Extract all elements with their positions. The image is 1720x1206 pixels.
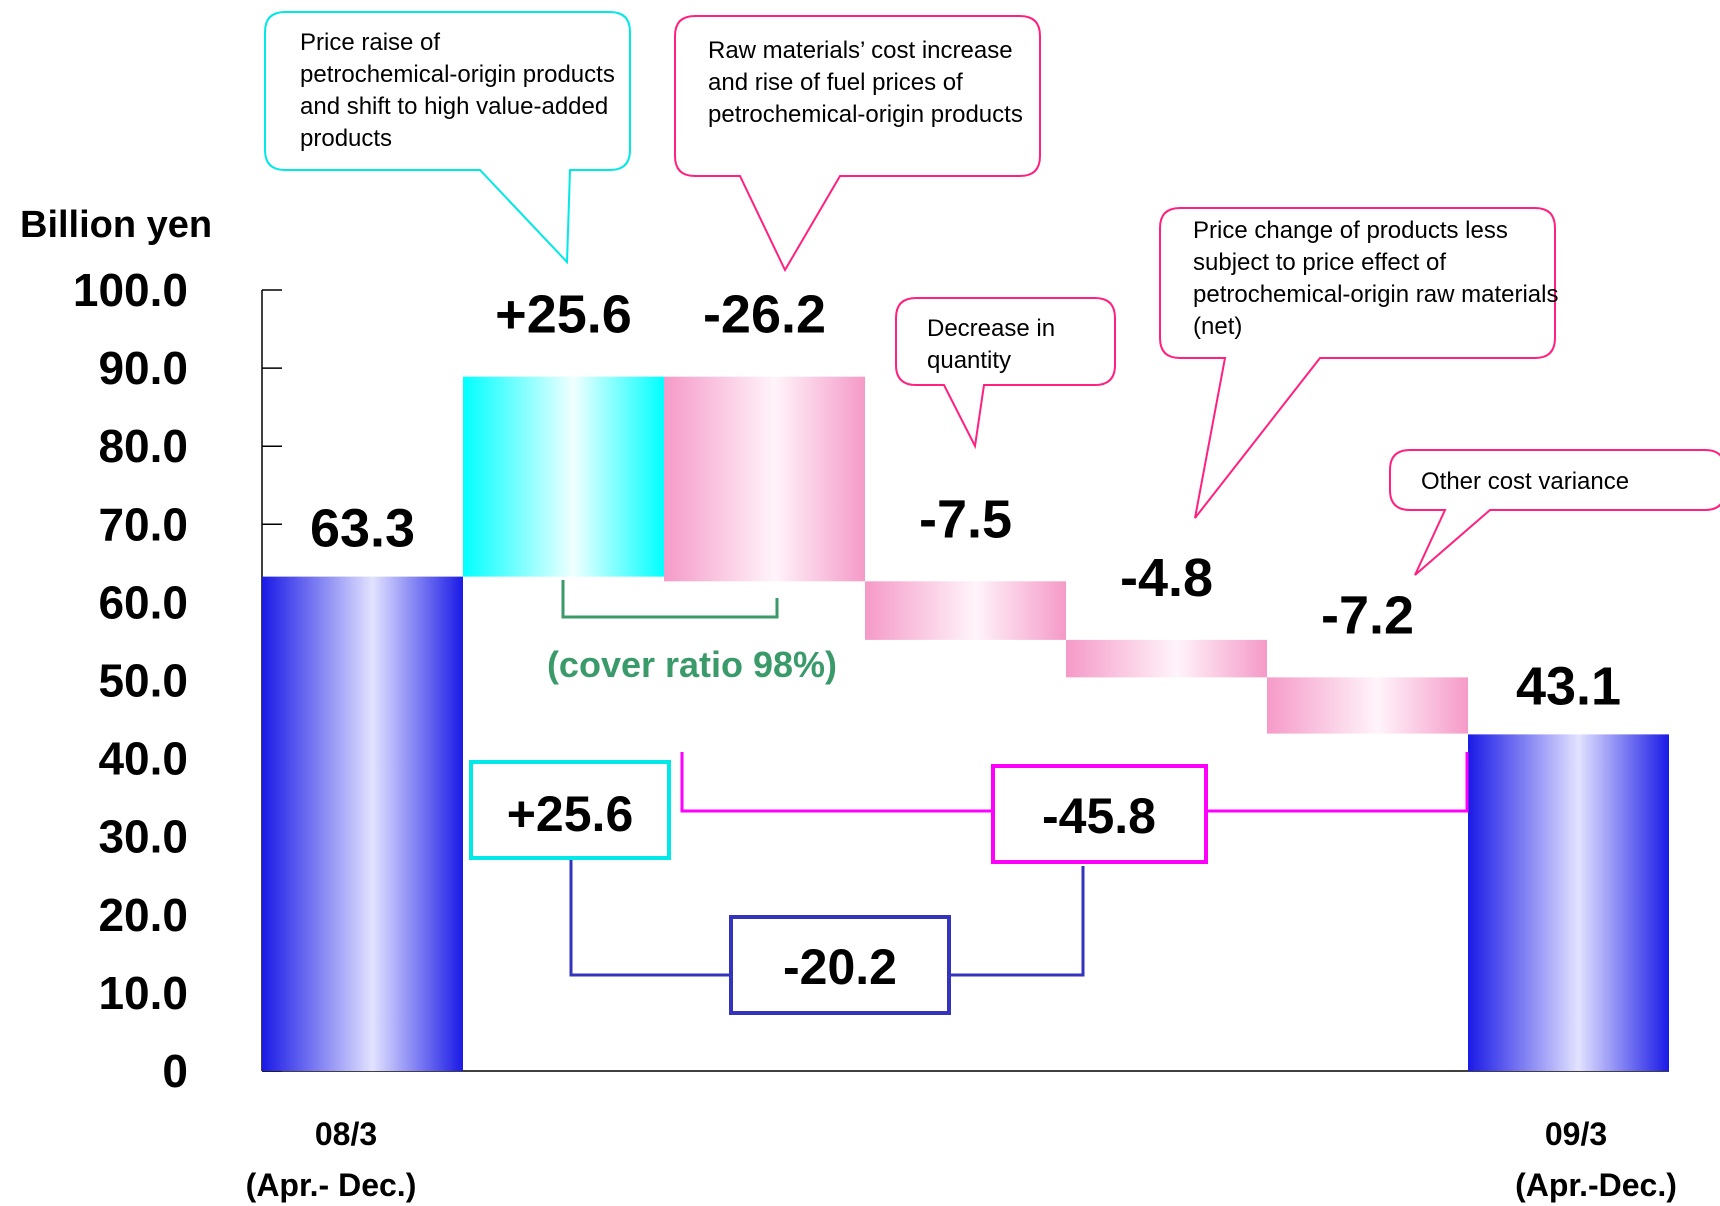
callout-raw-materials: [674, 15, 1041, 273]
callout-text-line: products: [300, 125, 392, 152]
cover-ratio-label: (cover ratio 98%): [547, 644, 837, 685]
callout-text-line: subject to price effect of: [1193, 249, 1446, 276]
callout-text-line: petrochemical-origin products: [300, 61, 615, 88]
y-tick-label: 30.0: [98, 811, 188, 863]
bar-value-label: 63.3: [310, 499, 415, 559]
net-change-value: -20.2: [783, 939, 897, 995]
bar-value-label: -7.5: [919, 489, 1012, 549]
callout-decrease-quantity: [895, 297, 1116, 450]
bar-value-label: -4.8: [1120, 548, 1213, 608]
callout-text-line: Decrease in: [927, 315, 1055, 342]
category-sublabel-start: (Apr.- Dec.): [246, 1167, 417, 1203]
category-sublabel-end: (Apr.-Dec.): [1515, 1167, 1677, 1203]
bar-0: [262, 576, 463, 1071]
net-change-bracket: [569, 860, 1085, 977]
y-tick-label: 50.0: [98, 655, 188, 707]
callout-price-change: [1159, 207, 1556, 519]
bar-value-label: 43.1: [1516, 656, 1621, 716]
y-tick-label: 40.0: [98, 733, 188, 785]
bar-value-label: +25.6: [495, 285, 632, 345]
callout-text-line: petrochemical-origin products: [708, 101, 1023, 128]
bar-4: [1066, 639, 1267, 678]
bar-value-label: -26.2: [703, 285, 826, 345]
category-label-end: 09/3: [1545, 1116, 1607, 1152]
positive-total-value: +25.6: [507, 786, 634, 842]
y-tick-label: 10.0: [98, 967, 188, 1019]
y-tick-label: 0: [162, 1045, 188, 1097]
callout-text-line: Other cost variance: [1421, 468, 1629, 495]
negative-total-value: -45.8: [1042, 788, 1156, 844]
callout-text-line: and shift to high value-added: [300, 93, 608, 120]
bars: [262, 376, 1669, 1071]
y-tick-label: 70.0: [98, 498, 188, 550]
y-tick-label: 60.0: [98, 576, 188, 628]
positive-total-box: [469, 760, 671, 860]
callout-text-line: and rise of fuel prices of: [708, 69, 963, 96]
bar-value-labels: 63.3 +25.6 -26.2 -7.5 -4.8 -7.2 43.1: [310, 285, 1621, 717]
callout-price-raise: [264, 11, 631, 265]
cover-ratio-bracket: [561, 580, 779, 619]
y-tick-labels: 100.0 90.0 80.0 70.0 60.0 50.0 40.0 30.0 20.0 10.…: [73, 264, 188, 1097]
callout-other-cost: [1389, 449, 1720, 576]
bar-value-label: -7.2: [1321, 585, 1414, 645]
negative-total-box: [991, 764, 1208, 864]
callout-text-line: Price change of products less: [1193, 217, 1508, 244]
y-tick-label: 100.0: [73, 264, 188, 316]
callout-text-line: (net): [1193, 313, 1242, 340]
y-tick-label: 20.0: [98, 889, 188, 941]
y-tick-label: 90.0: [98, 342, 188, 394]
callout-text-line: Raw materials’ cost increase: [708, 37, 1013, 64]
y-axis-label: Billion yen: [20, 204, 212, 246]
bar-5: [1267, 677, 1468, 734]
bar-3: [865, 581, 1066, 640]
callout-text-line: Price raise of: [300, 29, 440, 56]
net-change-box: [729, 915, 951, 1015]
negative-total-bracket: [680, 752, 1469, 813]
callout-texts: Price raise of petrochemical-origin produ…: [300, 29, 1629, 495]
bar-2: [664, 376, 865, 582]
category-label-start: 08/3: [315, 1116, 377, 1152]
bar-6: [1468, 734, 1669, 1071]
y-tick-label: 80.0: [98, 420, 188, 472]
callout-text-line: quantity: [927, 347, 1011, 374]
callout-text-line: petrochemical-origin raw materials: [1193, 281, 1558, 308]
bar-1: [463, 376, 664, 577]
